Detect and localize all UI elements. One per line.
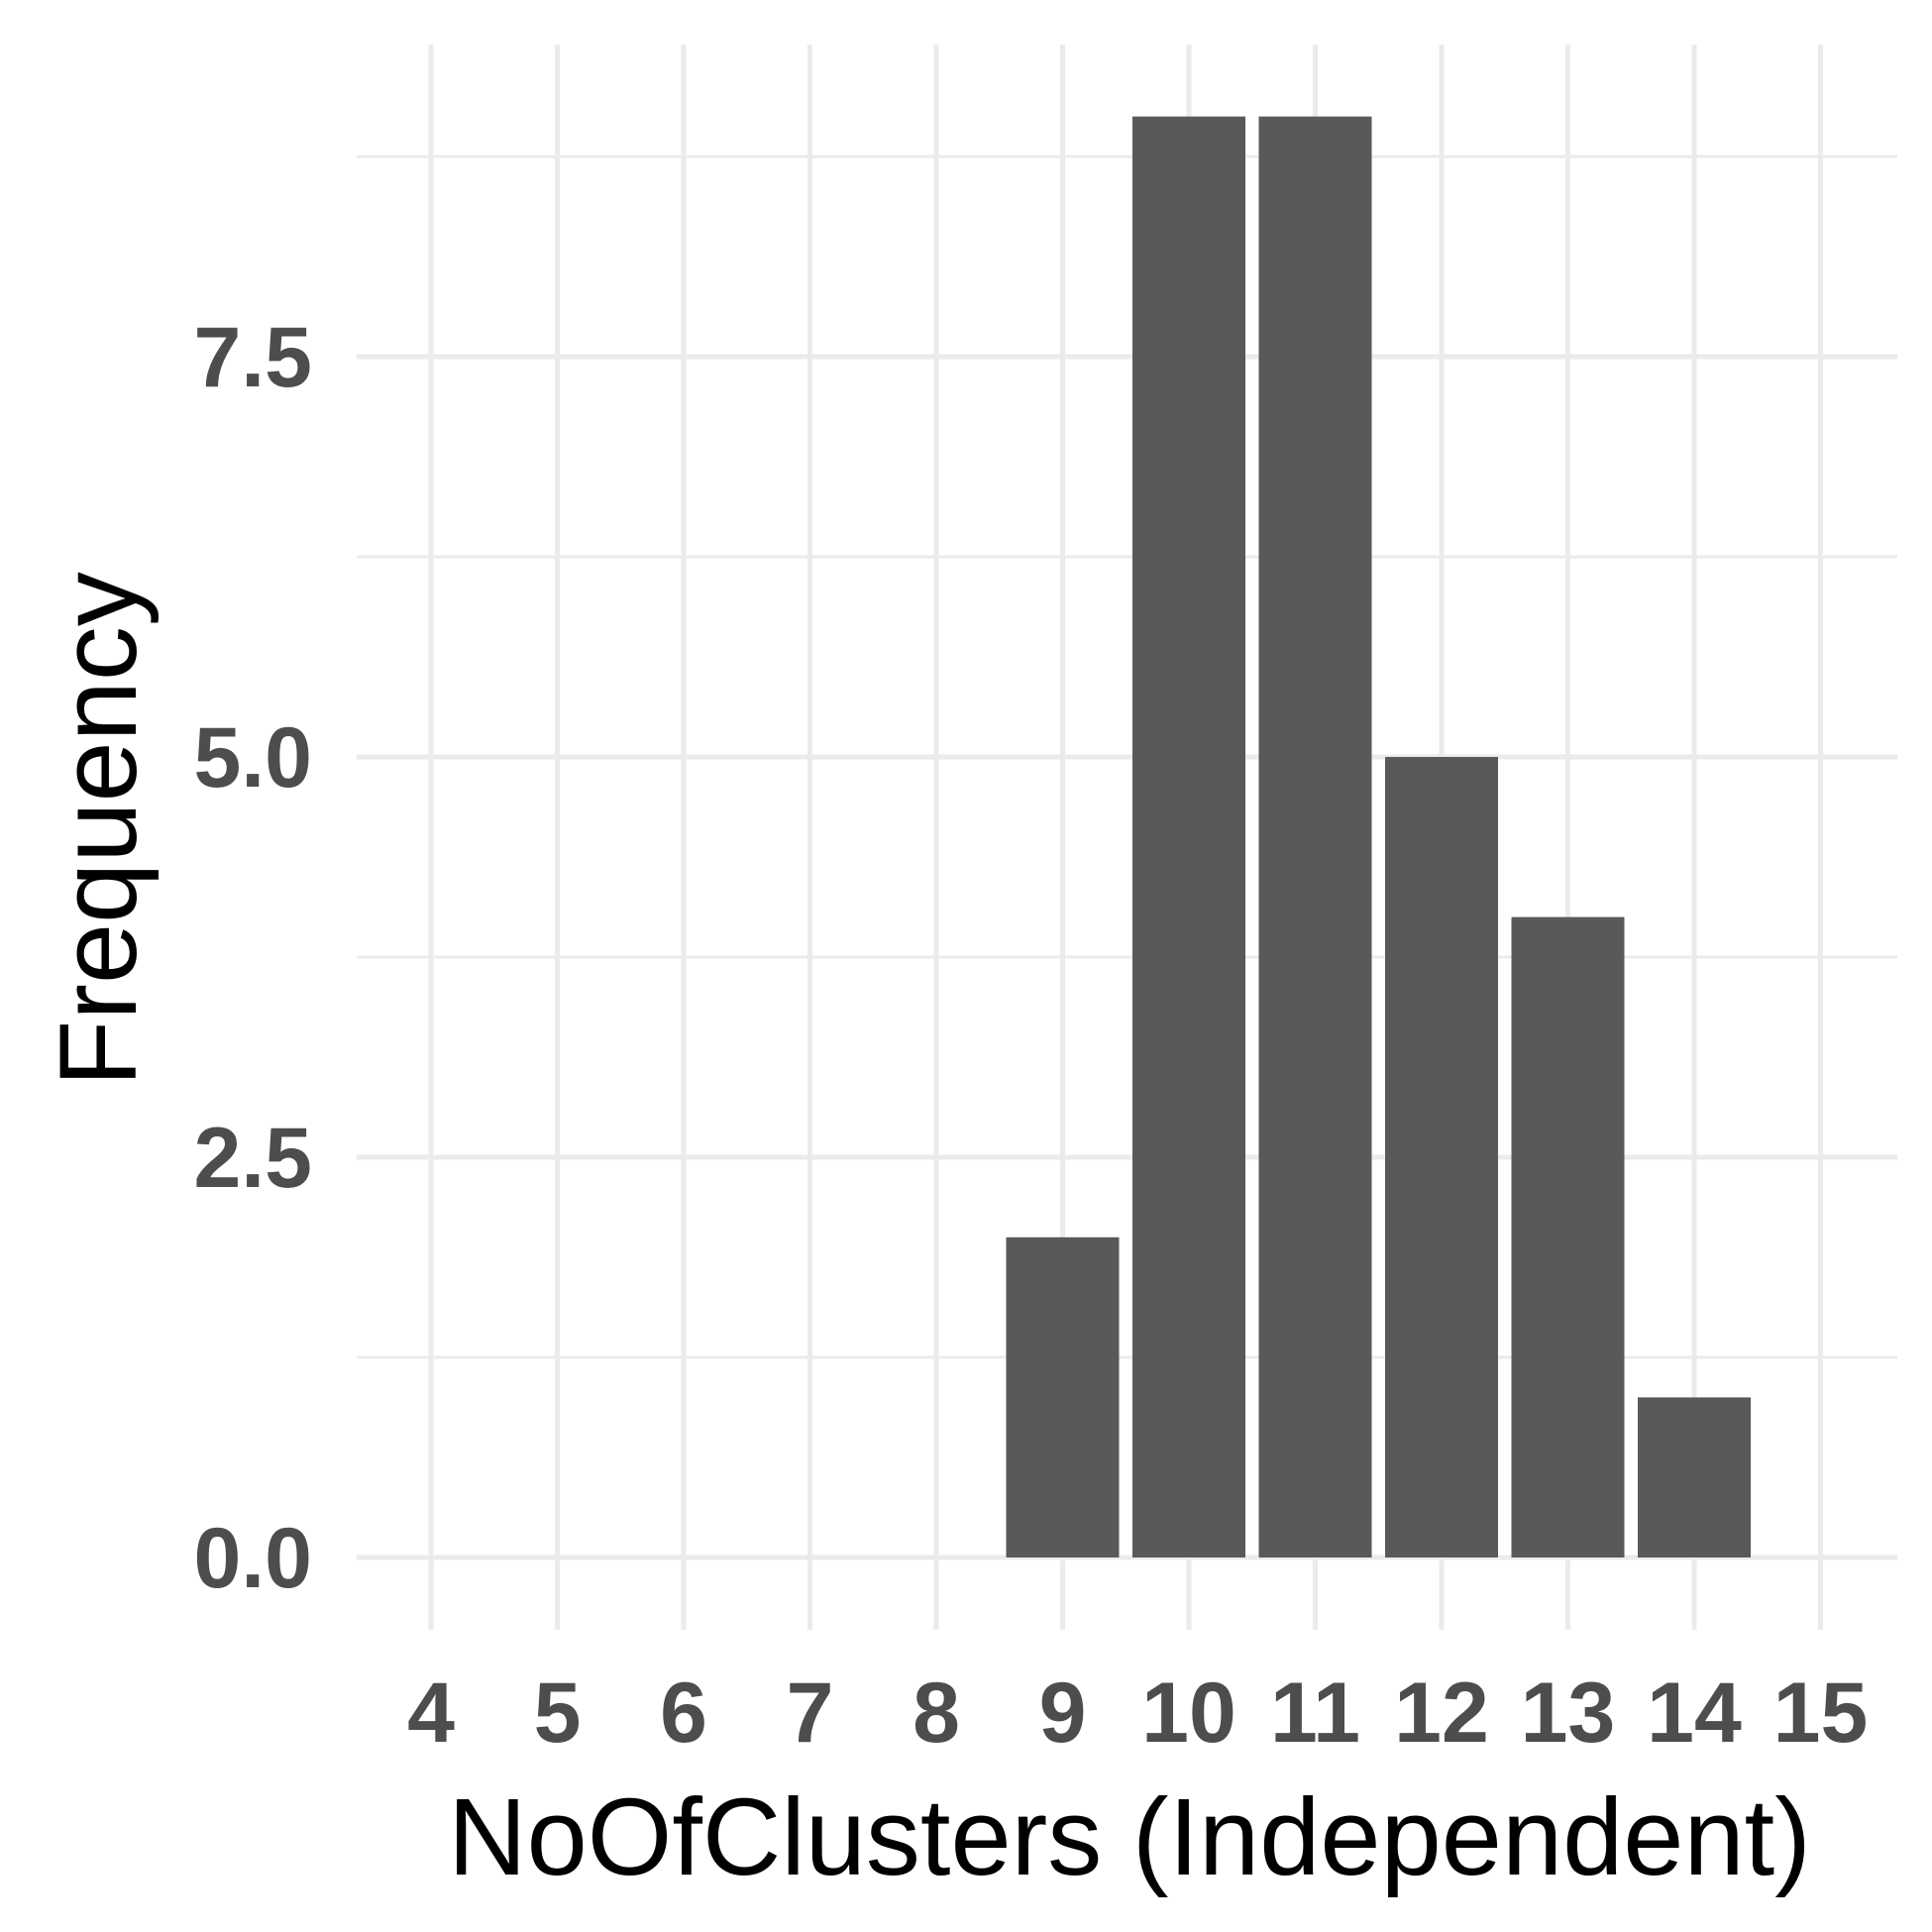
bar-11	[1258, 116, 1372, 1558]
x-tick-label: 5	[534, 1665, 582, 1761]
bar-13	[1511, 916, 1625, 1557]
x-tick-label: 12	[1394, 1665, 1489, 1761]
bar-10	[1132, 116, 1245, 1558]
x-tick-label: 4	[407, 1665, 455, 1761]
bar-14	[1638, 1397, 1751, 1557]
x-tick-label: 15	[1773, 1665, 1869, 1761]
x-tick-label: 6	[660, 1665, 707, 1761]
x-axis-title: NoOfClusters (Independent)	[448, 1776, 1811, 1898]
x-tick-label: 7	[787, 1665, 834, 1761]
bar-12	[1385, 757, 1498, 1557]
y-tick-labels: 0.0 2.5 5.0 7.5	[193, 310, 312, 1606]
y-tick-label: 2.5	[193, 1111, 312, 1206]
x-tick-label: 11	[1270, 1665, 1360, 1761]
bars	[1006, 116, 1751, 1558]
x-tick-label: 8	[912, 1665, 960, 1761]
x-tick-label: 14	[1647, 1665, 1742, 1761]
grid-lines	[357, 45, 1897, 1630]
bar-9	[1006, 1236, 1120, 1557]
x-tick-labels: 4 5 6 7 8 9 10 11 12 13 14 15	[407, 1665, 1868, 1761]
y-axis-title: Frequency	[38, 572, 160, 1087]
y-tick-label: 5.0	[193, 710, 312, 805]
x-tick-label: 9	[1039, 1665, 1087, 1761]
x-tick-label: 10	[1141, 1665, 1236, 1761]
x-tick-label: 13	[1521, 1665, 1616, 1761]
y-tick-label: 7.5	[193, 310, 312, 405]
y-tick-label: 0.0	[193, 1511, 312, 1606]
